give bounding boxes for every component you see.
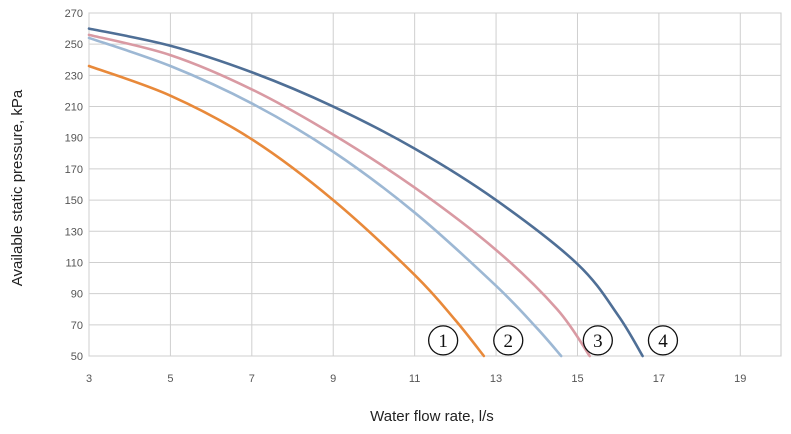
y-tick-label: 130 bbox=[65, 226, 83, 238]
series-marker-2: 2 bbox=[493, 325, 524, 356]
series-markers: 1 2 3 4 bbox=[427, 325, 679, 356]
series-line-1 bbox=[87, 64, 486, 358]
y-tick-label: 110 bbox=[65, 257, 83, 269]
grid bbox=[88, 12, 782, 357]
x-tick-label: 7 bbox=[249, 373, 255, 385]
y-tick-label: 50 bbox=[71, 351, 83, 363]
series-marker-circle bbox=[427, 325, 459, 356]
series-marker-label: 1 bbox=[438, 331, 448, 352]
series-marker-1: 1 bbox=[427, 325, 459, 356]
y-tick-labels: 50 70 90 110 130 150 170 190 210 230 250 270 bbox=[65, 8, 83, 363]
y-tick-label: 270 bbox=[65, 8, 83, 20]
series-marker-3: 3 bbox=[582, 325, 613, 356]
series-marker-4: 4 bbox=[647, 325, 679, 356]
x-tick-label: 15 bbox=[571, 373, 583, 385]
series-marker-circle bbox=[647, 325, 679, 356]
y-tick-label: 250 bbox=[65, 39, 83, 51]
y-tick-label: 210 bbox=[65, 102, 83, 114]
series-marker-circle bbox=[582, 325, 613, 356]
series-line-4 bbox=[87, 27, 644, 358]
y-axis-title: Available static pressure, kPa bbox=[9, 89, 26, 286]
series-marker-circle bbox=[493, 325, 524, 356]
series-marker-label: 3 bbox=[593, 331, 603, 352]
series-marker-label: 4 bbox=[658, 331, 668, 352]
x-tick-labels: 3 5 7 9 11 13 15 17 19 bbox=[86, 373, 746, 385]
x-tick-label: 19 bbox=[734, 373, 746, 385]
y-tick-label: 190 bbox=[65, 133, 83, 145]
series-line-2 bbox=[87, 36, 563, 358]
y-tick-label: 70 bbox=[71, 320, 83, 332]
x-tick-label: 13 bbox=[490, 373, 502, 385]
y-tick-label: 150 bbox=[65, 195, 83, 207]
y-tick-label: 230 bbox=[65, 70, 83, 82]
series-line-3 bbox=[87, 33, 591, 358]
x-tick-label: 9 bbox=[330, 373, 336, 385]
x-tick-label: 3 bbox=[86, 373, 92, 385]
x-axis-title: Water flow rate, l/s bbox=[370, 408, 494, 425]
series-marker-label: 2 bbox=[504, 331, 514, 352]
y-tick-label: 170 bbox=[65, 164, 83, 176]
x-tick-label: 11 bbox=[409, 373, 420, 385]
x-tick-label: 17 bbox=[653, 373, 665, 385]
series-group bbox=[87, 27, 644, 358]
y-tick-label: 90 bbox=[71, 289, 83, 301]
x-tick-label: 5 bbox=[167, 373, 173, 385]
